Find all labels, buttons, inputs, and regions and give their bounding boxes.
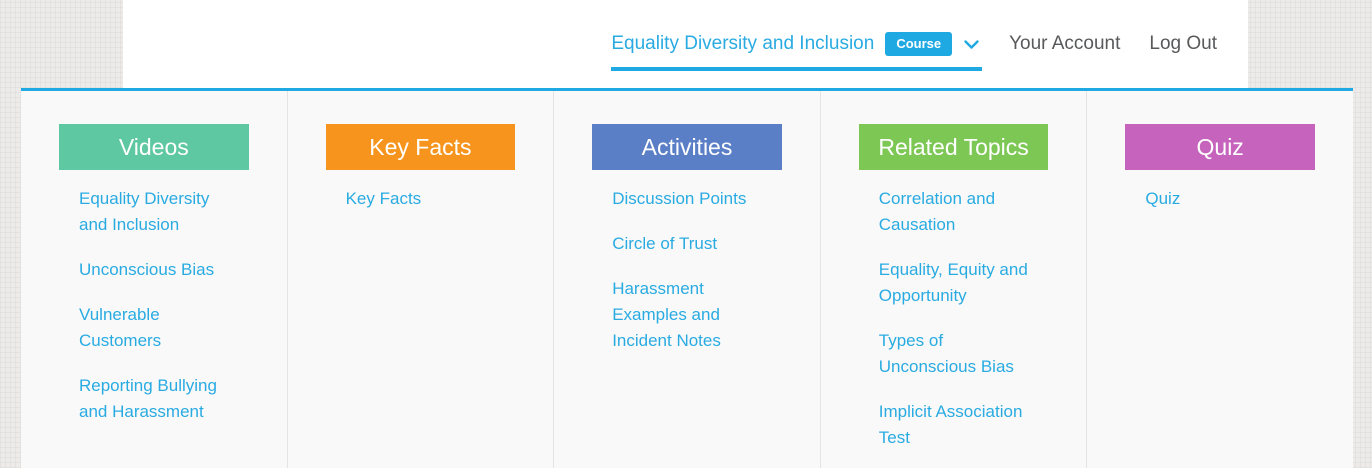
menu-column-header: Quiz (1125, 124, 1315, 170)
your-account-link[interactable]: Your Account (1009, 33, 1121, 54)
menu-link-list: Key Facts (326, 186, 516, 212)
menu-link[interactable]: Circle of Trust (612, 234, 718, 253)
course-title-link[interactable]: Equality Diversity and Inclusion (611, 33, 875, 54)
menu-item: Harassment Examples and Incident Notes (612, 276, 782, 354)
menu-column: Quiz Quiz (1087, 91, 1353, 468)
nav-items: Equality Diversity and Inclusion Course … (611, 31, 1217, 71)
menu-column: Activities Discussion Points Circle of Tr… (554, 91, 821, 468)
menu-columns: Videos Equality Diversity and Inclusion U… (21, 91, 1353, 468)
menu-item: Equality Diversity and Inclusion (79, 186, 249, 238)
chevron-down-icon[interactable] (963, 39, 980, 50)
menu-link[interactable]: Discussion Points (612, 189, 747, 208)
menu-link[interactable]: Implicit Association Test (878, 402, 1023, 447)
menu-column: Videos Equality Diversity and Inclusion U… (21, 91, 288, 468)
menu-column-header: Key Facts (325, 124, 516, 170)
menu-link-list: Quiz (1125, 186, 1315, 212)
menu-item: Circle of Trust (612, 231, 782, 257)
menu-item: Discussion Points (612, 186, 782, 212)
course-badge: Course (885, 32, 953, 56)
menu-column-header: Activities (592, 124, 782, 170)
menu-item: Key Facts (346, 186, 516, 212)
menu-link[interactable]: Harassment Examples and Incident Notes (612, 279, 721, 350)
menu-item: Quiz (1145, 186, 1315, 212)
menu-column-header: Related Topics (858, 124, 1049, 170)
menu-item: Implicit Association Test (879, 399, 1049, 451)
menu-column-header: Videos (59, 124, 249, 170)
top-navigation-bar: Equality Diversity and Inclusion Course … (123, 0, 1248, 88)
menu-item: Correlation and Causation (879, 186, 1049, 238)
logout-link[interactable]: Log Out (1149, 33, 1217, 54)
menu-column: Key Facts Key Facts (288, 91, 555, 468)
course-menu-panel: Videos Equality Diversity and Inclusion U… (21, 88, 1353, 468)
menu-link[interactable]: Key Facts (345, 189, 422, 208)
menu-item: Equality, Equity and Opportunity (879, 257, 1049, 309)
active-nav-underline (611, 67, 983, 71)
course-dropdown-toggle[interactable]: Equality Diversity and Inclusion Course (611, 31, 983, 71)
menu-link-list: Equality Diversity and Inclusion Unconsci… (59, 186, 249, 425)
menu-link[interactable]: Unconscious Bias (79, 260, 215, 279)
menu-column: Related Topics Correlation and Causation… (821, 91, 1088, 468)
menu-item: Vulnerable Customers (79, 302, 249, 354)
menu-link[interactable]: Quiz (1145, 189, 1181, 208)
menu-link[interactable]: Equality Diversity and Inclusion (79, 189, 210, 234)
menu-item: Reporting Bullying and Harassment (79, 373, 249, 425)
menu-item: Types of Unconscious Bias (879, 328, 1049, 380)
menu-link-list: Discussion Points Circle of Trust Harassme… (592, 186, 782, 354)
menu-link[interactable]: Equality, Equity and Opportunity (878, 260, 1028, 305)
menu-link[interactable]: Types of Unconscious Bias (878, 331, 1014, 376)
menu-link[interactable]: Vulnerable Customers (79, 305, 162, 350)
menu-link[interactable]: Correlation and Causation (878, 189, 996, 234)
menu-item: Unconscious Bias (79, 257, 249, 283)
menu-link[interactable]: Reporting Bullying and Harassment (79, 376, 217, 421)
menu-link-list: Correlation and Causation Equality, Equit… (859, 186, 1049, 451)
